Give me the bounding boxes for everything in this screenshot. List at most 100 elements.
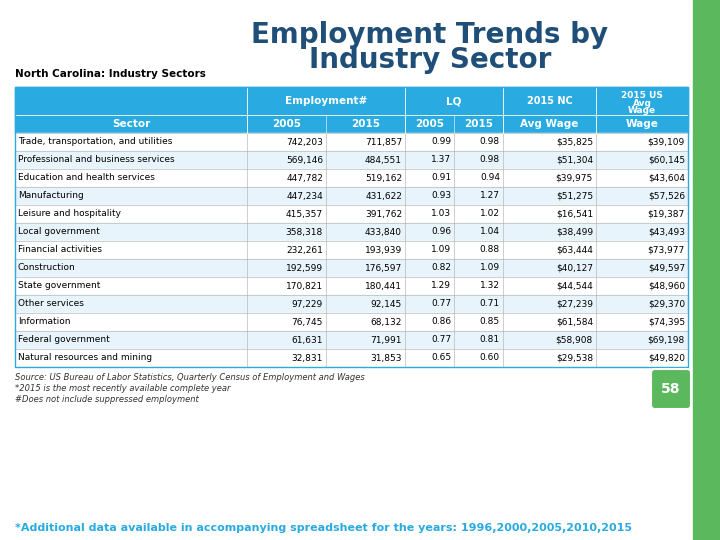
Text: 176,597: 176,597: [365, 264, 402, 273]
Text: 2015: 2015: [464, 119, 493, 129]
Text: 0.77: 0.77: [431, 335, 451, 345]
Text: 1.32: 1.32: [480, 281, 500, 291]
Text: 0.91: 0.91: [431, 173, 451, 183]
Text: Leisure and hospitality: Leisure and hospitality: [18, 210, 121, 219]
Text: 1.04: 1.04: [480, 227, 500, 237]
Text: 1.29: 1.29: [431, 281, 451, 291]
Text: 0.81: 0.81: [480, 335, 500, 345]
Text: 71,991: 71,991: [371, 335, 402, 345]
Text: 76,745: 76,745: [292, 318, 323, 327]
Text: 32,831: 32,831: [292, 354, 323, 362]
Text: $61,584: $61,584: [556, 318, 593, 327]
Text: 1.02: 1.02: [480, 210, 500, 219]
Text: North Carolina: Industry Sectors: North Carolina: Industry Sectors: [15, 69, 206, 79]
Text: $73,977: $73,977: [648, 246, 685, 254]
Text: $40,127: $40,127: [556, 264, 593, 273]
Text: 1.09: 1.09: [480, 264, 500, 273]
Text: $38,499: $38,499: [556, 227, 593, 237]
Text: 2005: 2005: [272, 119, 301, 129]
Text: 2015 US: 2015 US: [621, 91, 663, 100]
Text: $74,395: $74,395: [648, 318, 685, 327]
Text: 484,551: 484,551: [365, 156, 402, 165]
Text: #Does not include suppressed employment: #Does not include suppressed employment: [15, 395, 199, 404]
Text: 358,318: 358,318: [286, 227, 323, 237]
Bar: [15, 259, 688, 277]
Bar: [15, 241, 688, 259]
Text: 0.71: 0.71: [480, 300, 500, 308]
Text: $43,493: $43,493: [648, 227, 685, 237]
Text: $48,960: $48,960: [648, 281, 685, 291]
Bar: [15, 205, 688, 223]
Text: Avg Wage: Avg Wage: [521, 119, 579, 129]
Text: 1.37: 1.37: [431, 156, 451, 165]
Text: $49,597: $49,597: [648, 264, 685, 273]
Text: 0.85: 0.85: [480, 318, 500, 327]
Text: 170,821: 170,821: [286, 281, 323, 291]
Text: 0.98: 0.98: [480, 156, 500, 165]
Text: Industry Sector: Industry Sector: [309, 46, 552, 74]
Text: 192,599: 192,599: [286, 264, 323, 273]
Text: 0.96: 0.96: [431, 227, 451, 237]
Text: 2015 NC: 2015 NC: [526, 96, 572, 106]
Text: 0.98: 0.98: [480, 138, 500, 146]
Text: Wage: Wage: [628, 106, 656, 115]
Text: 68,132: 68,132: [371, 318, 402, 327]
Text: $44,544: $44,544: [557, 281, 593, 291]
Text: 0.60: 0.60: [480, 354, 500, 362]
Bar: [15, 87, 688, 367]
Text: 1.27: 1.27: [480, 192, 500, 200]
Text: Education and health services: Education and health services: [18, 173, 155, 183]
Text: 92,145: 92,145: [371, 300, 402, 308]
Text: 2015: 2015: [351, 119, 380, 129]
Text: 391,762: 391,762: [365, 210, 402, 219]
Text: $43,604: $43,604: [648, 173, 685, 183]
Text: $35,825: $35,825: [556, 138, 593, 146]
Text: 447,234: 447,234: [287, 192, 323, 200]
Text: $60,145: $60,145: [648, 156, 685, 165]
Text: $19,387: $19,387: [648, 210, 685, 219]
Text: 711,857: 711,857: [365, 138, 402, 146]
Text: Trade, transportation, and utilities: Trade, transportation, and utilities: [18, 138, 172, 146]
Text: 519,162: 519,162: [365, 173, 402, 183]
Text: 0.93: 0.93: [431, 192, 451, 200]
Text: 415,357: 415,357: [286, 210, 323, 219]
Bar: [15, 349, 688, 367]
Text: Wage: Wage: [626, 119, 658, 129]
Text: $49,820: $49,820: [648, 354, 685, 362]
Text: $69,198: $69,198: [648, 335, 685, 345]
Text: $58,908: $58,908: [556, 335, 593, 345]
Text: $27,239: $27,239: [556, 300, 593, 308]
Text: Financial activities: Financial activities: [18, 246, 102, 254]
Text: 61,631: 61,631: [292, 335, 323, 345]
Bar: [15, 169, 688, 187]
Text: $29,370: $29,370: [648, 300, 685, 308]
Text: Professional and business services: Professional and business services: [18, 156, 175, 165]
Text: 0.77: 0.77: [431, 300, 451, 308]
Text: 31,853: 31,853: [371, 354, 402, 362]
Text: 742,203: 742,203: [286, 138, 323, 146]
Text: Federal government: Federal government: [18, 335, 109, 345]
Text: 0.65: 0.65: [431, 354, 451, 362]
Text: Employment Trends by: Employment Trends by: [251, 21, 608, 49]
Text: Construction: Construction: [18, 264, 76, 273]
Text: Sector: Sector: [112, 119, 150, 129]
Text: 0.88: 0.88: [480, 246, 500, 254]
Bar: [15, 223, 688, 241]
Text: $57,526: $57,526: [648, 192, 685, 200]
Bar: [15, 313, 688, 331]
Text: 2005: 2005: [415, 119, 444, 129]
Bar: [15, 87, 688, 115]
Bar: [15, 331, 688, 349]
Text: 97,229: 97,229: [292, 300, 323, 308]
Text: Manufacturing: Manufacturing: [18, 192, 84, 200]
Text: $39,975: $39,975: [556, 173, 593, 183]
Text: 1.03: 1.03: [431, 210, 451, 219]
Text: 1.09: 1.09: [431, 246, 451, 254]
Bar: [693, 0, 720, 540]
Text: 569,146: 569,146: [286, 156, 323, 165]
Text: 0.94: 0.94: [480, 173, 500, 183]
Bar: [15, 295, 688, 313]
Text: 180,441: 180,441: [365, 281, 402, 291]
Text: $29,538: $29,538: [556, 354, 593, 362]
Text: 232,261: 232,261: [286, 246, 323, 254]
